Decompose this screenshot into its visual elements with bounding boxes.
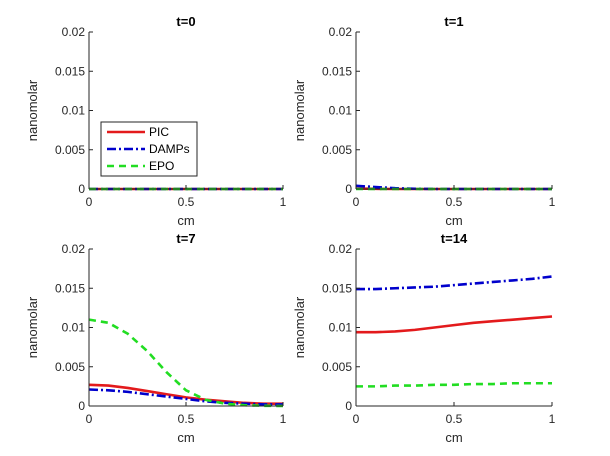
series-line-pic (88, 383, 283, 405)
series-line-epo (356, 381, 552, 388)
chart-title: t=0 (176, 14, 195, 29)
y-tick-label: 0.015 (322, 281, 352, 295)
plot-area (356, 249, 552, 406)
y-tick-label: 0.01 (329, 104, 353, 118)
x-tick-label: 0.5 (178, 195, 195, 209)
y-tick-label: 0.005 (55, 360, 85, 374)
legend-label-epo: EPO (149, 159, 174, 173)
y-axis-label: nanomolar (292, 296, 307, 358)
x-tick-label: 1 (280, 195, 287, 209)
chart-panel-2: 0 0.005 0.01 0.015 0.02 0 0.5 1 t=1 cm nanomolar (292, 14, 556, 228)
y-axis-label: nanomolar (292, 79, 307, 141)
y-tick-label: 0.01 (62, 104, 86, 118)
chart-title: t=14 (441, 231, 468, 246)
x-tick-label: 1 (549, 195, 556, 209)
x-tick-label: 0.5 (178, 412, 195, 426)
y-tick-label: 0.015 (55, 281, 85, 295)
legend: PIC DAMPs EPO (100, 121, 198, 177)
series-line-epo (88, 318, 284, 408)
x-axis-label: cm (177, 213, 194, 228)
x-tick-label: 0 (86, 195, 93, 209)
series-line-pic (356, 315, 553, 334)
chart-panel-4: 0 0.005 0.01 0.015 0.02 0 0.5 1 t=14 cm nanomolar (292, 231, 556, 445)
legend-label-damps: DAMPs (149, 142, 190, 156)
legend-label-pic: PIC (149, 125, 169, 139)
y-tick-label: 0.005 (322, 143, 352, 157)
y-tick-label: 0.005 (55, 143, 85, 157)
y-tick-label: 0 (345, 399, 352, 413)
y-tick-label: 0.015 (55, 64, 85, 78)
y-tick-label: 0.02 (62, 242, 86, 256)
y-tick-label: 0 (345, 182, 352, 196)
y-tick-label: 0.02 (329, 25, 353, 39)
y-tick-label: 0.01 (62, 321, 86, 335)
x-tick-label: 0 (353, 412, 360, 426)
chart-title: t=1 (444, 14, 463, 29)
chart-panel-3: 0 0.005 0.01 0.015 0.02 0 0.5 1 t=7 cm nanomolar (25, 231, 287, 445)
y-tick-label: 0.015 (322, 64, 352, 78)
x-tick-label: 1 (280, 412, 287, 426)
x-tick-label: 0 (86, 412, 93, 426)
y-tick-label: 0 (78, 399, 85, 413)
x-axis-label: cm (177, 430, 194, 445)
y-tick-label: 0.005 (322, 360, 352, 374)
y-tick-label: 0 (78, 182, 85, 196)
plot-area (356, 32, 552, 189)
y-tick-label: 0.02 (329, 242, 353, 256)
x-tick-label: 1 (549, 412, 556, 426)
x-axis-label: cm (445, 430, 462, 445)
x-axis-label: cm (445, 213, 462, 228)
chart-title: t=7 (176, 231, 195, 246)
y-axis-label: nanomolar (25, 296, 40, 358)
x-tick-label: 0.5 (446, 412, 463, 426)
series-line-damps (88, 388, 283, 406)
y-axis-label: nanomolar (25, 79, 40, 141)
y-tick-label: 0.02 (62, 25, 86, 39)
series-line-damps (356, 275, 553, 291)
y-tick-label: 0.01 (329, 321, 353, 335)
plot-area (89, 249, 283, 406)
x-tick-label: 0 (353, 195, 360, 209)
x-tick-label: 0.5 (446, 195, 463, 209)
